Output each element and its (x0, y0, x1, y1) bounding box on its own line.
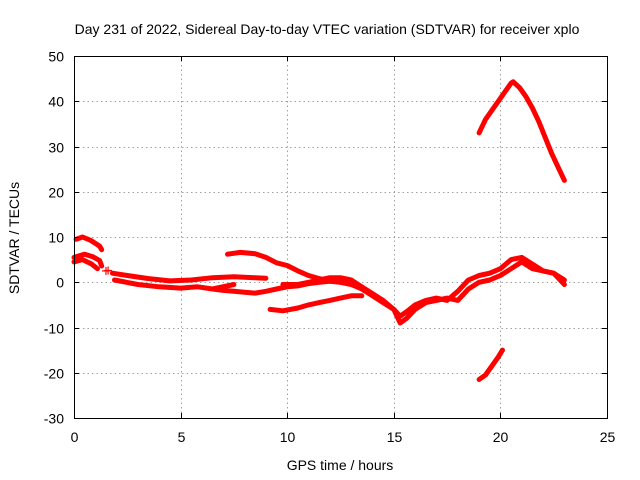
series-trace-k (476, 347, 505, 382)
grid (74, 56, 607, 418)
ticks (74, 56, 608, 419)
series-trace-g (280, 259, 567, 326)
x-tick-label: 25 (600, 429, 616, 445)
x-axis-label: GPS time / hours (287, 457, 394, 473)
point-marker (104, 266, 113, 275)
x-tick-labels: 0 5 10 15 20 25 (71, 429, 616, 445)
y-tick-label: 30 (48, 140, 64, 156)
x-tick-label: 15 (387, 429, 403, 445)
x-tick-label: 10 (280, 429, 296, 445)
y-tick-label: 0 (56, 275, 64, 291)
y-tick-label: -10 (44, 321, 64, 337)
series-trace-h (210, 278, 354, 296)
y-axis-label: SDTVAR / TECUs (6, 182, 22, 294)
y-tick-label: -20 (44, 366, 64, 382)
y-tick-label: 10 (48, 230, 64, 246)
series-trace-c (71, 257, 100, 272)
series-trace-i (267, 293, 365, 314)
series-trace-f (225, 249, 567, 319)
series-trace-d (109, 270, 269, 284)
series-trace-a (73, 234, 105, 253)
series-trace-b (71, 251, 105, 269)
x-tick-label: 5 (178, 429, 186, 445)
y-tick-label: 40 (48, 94, 64, 110)
series-trace-j (476, 79, 567, 183)
series-layer (71, 79, 567, 382)
x-tick-label: 20 (493, 429, 509, 445)
y-tick-labels: -30 -20 -10 0 10 20 30 40 50 (44, 49, 64, 427)
y-tick-label: 20 (48, 185, 64, 201)
y-tick-label: 50 (48, 49, 64, 65)
y-tick-label: -30 (44, 411, 64, 427)
chart-title: Day 231 of 2022, Sidereal Day-to-day VTE… (75, 21, 580, 37)
x-tick-label: 0 (71, 429, 79, 445)
